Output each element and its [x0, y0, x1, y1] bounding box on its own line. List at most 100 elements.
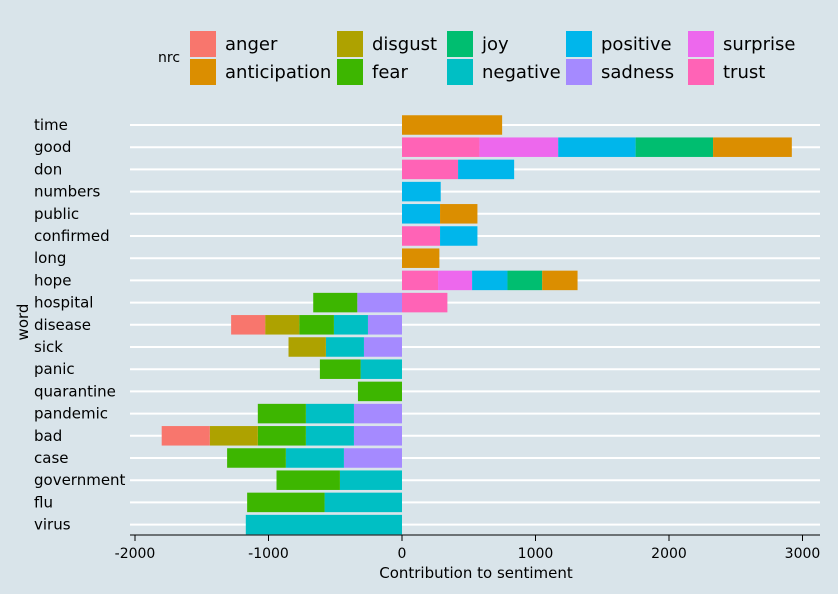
bar-quarantine-fear	[357, 381, 402, 402]
bar-panic-negative	[360, 359, 402, 379]
y-tick-label-don: don	[34, 160, 62, 178]
x-tick-label--1000: -1000	[248, 546, 289, 562]
y-tick-label-disease: disease	[34, 316, 91, 334]
bar-disease-negative	[333, 315, 368, 335]
legend-key-sadness	[566, 59, 592, 85]
x-tick-label-3000: 3000	[785, 546, 821, 562]
gridlines	[130, 124, 820, 526]
y-tick-label-virus: virus	[34, 516, 71, 534]
y-tick-labels: time good don numbers public confirmed long hop…	[34, 116, 126, 534]
bar-flu-fear	[247, 492, 325, 513]
bar-bad-negative	[305, 426, 354, 446]
x-axis: -2000 -1000 0 1000 2000 3000	[115, 534, 821, 562]
legend-label-sadness: sadness	[601, 62, 674, 83]
bar-bad-anger	[161, 426, 210, 446]
bar-panic-fear	[319, 359, 361, 379]
bar-good-anticipation	[713, 137, 792, 157]
bar-pandemic-fear	[257, 403, 306, 424]
x-axis-title: Contribution to sentiment	[379, 564, 573, 582]
y-tick-label-government: government	[34, 471, 126, 489]
bar-hope-trust	[402, 270, 439, 291]
y-tick-label-confirmed: confirmed	[34, 227, 110, 245]
bar-sick-negative	[325, 337, 364, 357]
bar-bad-disgust	[209, 426, 258, 446]
y-tick-label-time: time	[34, 116, 68, 134]
bar-don-trust	[402, 159, 459, 180]
bar-government-negative	[339, 470, 402, 490]
legend-key-trust	[688, 59, 714, 85]
legend-label-anger: anger	[225, 34, 278, 55]
legend-key-joy	[447, 31, 473, 57]
legend-key-surprise	[688, 31, 714, 57]
x-tick-label-1000: 1000	[518, 546, 554, 562]
bar-confirmed-positive	[440, 226, 478, 246]
bar-government-fear	[276, 470, 340, 490]
bar-hope-anticipation	[542, 270, 578, 291]
y-tick-label-long: long	[34, 249, 66, 267]
y-tick-label-sick: sick	[34, 338, 63, 356]
legend-label-positive: positive	[601, 34, 672, 55]
legend-label-negative: negative	[482, 62, 561, 83]
bar-hospital-sadness	[357, 292, 402, 313]
y-tick-label-case: case	[34, 449, 68, 467]
bar-confirmed-trust	[402, 226, 441, 246]
y-tick-label-good: good	[34, 138, 71, 156]
bar-good-surprise	[479, 137, 559, 157]
bar-public-positive	[402, 204, 441, 224]
legend-title: nrc	[158, 50, 180, 66]
bar-sick-disgust	[288, 337, 326, 357]
bar-don-positive	[458, 159, 515, 180]
legend-label-surprise: surprise	[723, 34, 795, 55]
legend-label-joy: joy	[481, 34, 509, 55]
legend-key-negative	[447, 59, 473, 85]
bar-numbers-positive	[402, 181, 441, 202]
bar-bad-fear	[257, 426, 306, 446]
y-tick-label-quarantine: quarantine	[34, 382, 116, 400]
bar-pandemic-negative	[305, 403, 354, 424]
y-tick-label-bad: bad	[34, 427, 62, 445]
y-tick-label-hope: hope	[34, 271, 71, 289]
bar-bad-sadness	[353, 426, 402, 446]
y-tick-label-flu: flu	[34, 493, 53, 511]
y-tick-label-hospital: hospital	[34, 294, 93, 312]
y-tick-label-public: public	[34, 205, 79, 223]
legend-label-disgust: disgust	[372, 34, 437, 55]
bar-hope-surprise	[438, 270, 473, 291]
bar-hope-positive	[472, 270, 508, 291]
bar-hospital-trust	[402, 292, 448, 313]
bar-good-trust	[402, 137, 480, 157]
y-tick-label-numbers: numbers	[34, 183, 101, 201]
bar-sick-sadness	[363, 337, 402, 357]
bar-long-anticipation	[402, 248, 440, 268]
bars	[161, 115, 792, 535]
bar-good-joy	[635, 137, 714, 157]
bar-flu-negative	[324, 492, 402, 513]
x-tick-label--2000: -2000	[115, 546, 156, 562]
legend-label-fear: fear	[372, 62, 408, 83]
x-tick-label-2000: 2000	[651, 546, 687, 562]
bar-good-positive	[558, 137, 636, 157]
bar-hospital-fear	[313, 292, 358, 313]
legend-label-trust: trust	[723, 62, 765, 83]
bar-case-fear	[227, 448, 286, 468]
legend-key-anger	[190, 31, 216, 57]
legend-key-positive	[566, 31, 592, 57]
bar-public-anticipation	[440, 204, 478, 224]
bar-disease-fear	[299, 315, 334, 335]
legend-key-fear	[337, 59, 363, 85]
bar-disease-sadness	[367, 315, 402, 335]
legend-key-anticipation	[190, 59, 216, 85]
legend-key-disgust	[337, 31, 363, 57]
bar-case-sadness	[343, 448, 402, 468]
bar-pandemic-sadness	[353, 403, 402, 424]
bar-virus-negative	[245, 514, 402, 535]
bar-hope-joy	[507, 270, 543, 291]
legend-label-anticipation: anticipation	[225, 62, 331, 83]
legend: nrc anger anticipation disgust fear joy negat…	[158, 31, 795, 85]
bar-disease-anger	[231, 315, 266, 335]
y-tick-label-pandemic: pandemic	[34, 405, 108, 423]
bar-time-anticipation	[402, 115, 503, 135]
x-tick-label-0: 0	[398, 546, 407, 562]
bar-disease-disgust	[265, 315, 300, 335]
